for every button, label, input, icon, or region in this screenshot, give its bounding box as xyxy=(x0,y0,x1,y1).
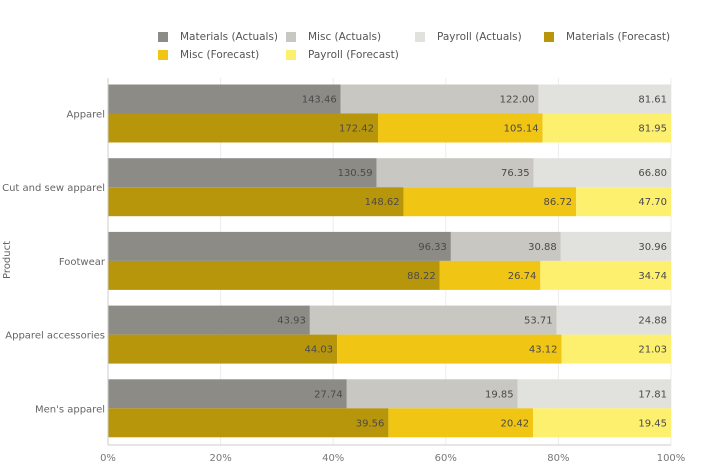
bar-value-label: 76.35 xyxy=(501,168,530,179)
legend-swatch xyxy=(158,32,168,42)
legend-label: Misc (Actuals) xyxy=(308,31,382,43)
bar-value-label: 81.95 xyxy=(638,124,667,135)
bar-materials-actuals-apparel[interactable] xyxy=(108,84,341,114)
bar-group: 143.46 122.00 81.61 172.42 105.14 81.95 130.59… xyxy=(108,84,671,438)
x-tick-label: 20% xyxy=(209,453,231,464)
bar-value-label: 39.56 xyxy=(356,418,385,429)
bar-value-label: 30.96 xyxy=(638,242,667,253)
bar-misc-actuals-men-s-apparel[interactable] xyxy=(346,379,518,409)
x-tick-label: 100% xyxy=(657,453,686,464)
y-tick-label: Men's apparel xyxy=(35,404,105,415)
bar-value-label: 143.46 xyxy=(302,95,337,106)
legend-label: Materials (Forecast) xyxy=(566,31,671,43)
y-axis: Apparel Cut and sew apparel Footwear Appare… xyxy=(2,78,109,445)
bar-payroll-forecast-apparel[interactable] xyxy=(542,113,671,143)
bar-value-label: 26.74 xyxy=(508,271,537,282)
bar-materials-forecast-footwear[interactable] xyxy=(108,260,440,290)
bar-payroll-forecast-footwear[interactable] xyxy=(540,260,671,290)
bar-value-label: 130.59 xyxy=(338,168,373,179)
legend-item-payroll-actuals[interactable]: Payroll (Actuals) xyxy=(415,31,522,43)
bar-payroll-actuals-cut-and-sew-apparel[interactable] xyxy=(533,158,671,188)
y-axis-title: Product xyxy=(2,241,13,279)
bar-misc-forecast-men-s-apparel[interactable] xyxy=(388,408,534,438)
bar-value-label: 43.93 xyxy=(277,316,306,327)
bar-misc-actuals-apparel[interactable] xyxy=(340,84,539,114)
legend-swatch xyxy=(544,32,554,42)
bar-misc-forecast-apparel[interactable] xyxy=(378,113,543,143)
bar-value-label: 86.72 xyxy=(543,197,572,208)
bar-value-label: 172.42 xyxy=(339,124,374,135)
bar-value-label: 34.74 xyxy=(638,271,667,282)
legend-label: Payroll (Forecast) xyxy=(308,49,399,61)
x-tick-label: 60% xyxy=(435,453,457,464)
bar-materials-forecast-apparel[interactable] xyxy=(108,113,379,143)
bar-misc-actuals-cut-and-sew-apparel[interactable] xyxy=(376,158,534,188)
bar-materials-forecast-men-s-apparel[interactable] xyxy=(108,408,389,438)
y-tick-label: Footwear xyxy=(59,257,106,268)
y-tick-label: Apparel xyxy=(67,110,106,121)
legend-item-misc-actuals[interactable]: Misc (Actuals) xyxy=(286,31,381,43)
bar-payroll-forecast-men-s-apparel[interactable] xyxy=(533,408,671,438)
bar-materials-forecast-apparel-accessories[interactable] xyxy=(108,334,338,364)
bar-value-label: 43.12 xyxy=(529,345,558,356)
bar-value-label: 96.33 xyxy=(418,242,447,253)
bar-value-label: 53.71 xyxy=(524,316,553,327)
bar-value-label: 24.88 xyxy=(638,316,667,327)
legend-item-materials-forecast[interactable]: Materials (Forecast) xyxy=(544,31,670,43)
bar-value-label: 88.22 xyxy=(407,271,436,282)
bar-value-label: 27.74 xyxy=(314,389,343,400)
bar-materials-actuals-men-s-apparel[interactable] xyxy=(108,379,347,409)
bar-value-label: 44.03 xyxy=(305,345,334,356)
bar-value-label: 148.62 xyxy=(365,197,400,208)
legend-swatch xyxy=(286,50,296,60)
legend-item-materials-actuals[interactable]: Materials (Actuals) xyxy=(158,31,278,43)
x-tick-label: 80% xyxy=(547,453,569,464)
legend-label: Misc (Forecast) xyxy=(180,49,260,61)
bar-value-label: 19.45 xyxy=(638,418,667,429)
bar-value-label: 21.03 xyxy=(638,345,667,356)
bar-misc-actuals-footwear[interactable] xyxy=(450,231,561,261)
bar-misc-forecast-apparel-accessories[interactable] xyxy=(337,334,562,364)
bar-value-label: 81.61 xyxy=(638,95,667,106)
legend-label: Payroll (Actuals) xyxy=(437,31,522,43)
x-tick-label: 40% xyxy=(322,453,344,464)
legend-label: Materials (Actuals) xyxy=(180,31,279,43)
bar-misc-forecast-cut-and-sew-apparel[interactable] xyxy=(403,187,577,217)
bar-value-label: 122.00 xyxy=(500,95,535,106)
x-tick-label: 0% xyxy=(100,453,116,464)
bar-misc-actuals-apparel-accessories[interactable] xyxy=(309,305,557,335)
legend-swatch xyxy=(286,32,296,42)
bar-value-label: 30.88 xyxy=(528,242,557,253)
bar-value-label: 47.70 xyxy=(638,197,667,208)
bar-payroll-actuals-men-s-apparel[interactable] xyxy=(517,379,671,409)
x-axis: 0% 20% 40% 60% 80% 100% xyxy=(100,444,686,464)
bar-value-label: 20.42 xyxy=(500,418,529,429)
bar-value-label: 105.14 xyxy=(504,124,539,135)
bar-payroll-forecast-apparel-accessories[interactable] xyxy=(561,334,671,364)
bar-payroll-actuals-apparel[interactable] xyxy=(538,84,671,114)
bar-payroll-forecast-cut-and-sew-apparel[interactable] xyxy=(576,187,671,217)
legend-swatch xyxy=(415,32,425,42)
bar-payroll-actuals-apparel-accessories[interactable] xyxy=(556,305,671,335)
bar-payroll-actuals-footwear[interactable] xyxy=(560,231,671,261)
bar-value-label: 17.81 xyxy=(638,389,667,400)
bar-materials-forecast-cut-and-sew-apparel[interactable] xyxy=(108,187,404,217)
y-tick-label: Apparel accessories xyxy=(5,331,105,342)
legend-item-misc-forecast[interactable]: Misc (Forecast) xyxy=(158,49,259,61)
bar-value-label: 66.80 xyxy=(638,168,667,179)
bar-materials-actuals-footwear[interactable] xyxy=(108,231,451,261)
bar-misc-forecast-footwear[interactable] xyxy=(439,260,541,290)
bar-value-label: 19.85 xyxy=(485,389,514,400)
y-tick-label: Cut and sew apparel xyxy=(2,183,105,194)
chart-legend: Materials (Actuals) Misc (Actuals) Payro… xyxy=(0,0,711,70)
bar-materials-actuals-apparel-accessories[interactable] xyxy=(108,305,310,335)
legend-item-payroll-forecast[interactable]: Payroll (Forecast) xyxy=(286,49,399,61)
bar-materials-actuals-cut-and-sew-apparel[interactable] xyxy=(108,158,377,188)
legend-swatch xyxy=(158,50,168,60)
